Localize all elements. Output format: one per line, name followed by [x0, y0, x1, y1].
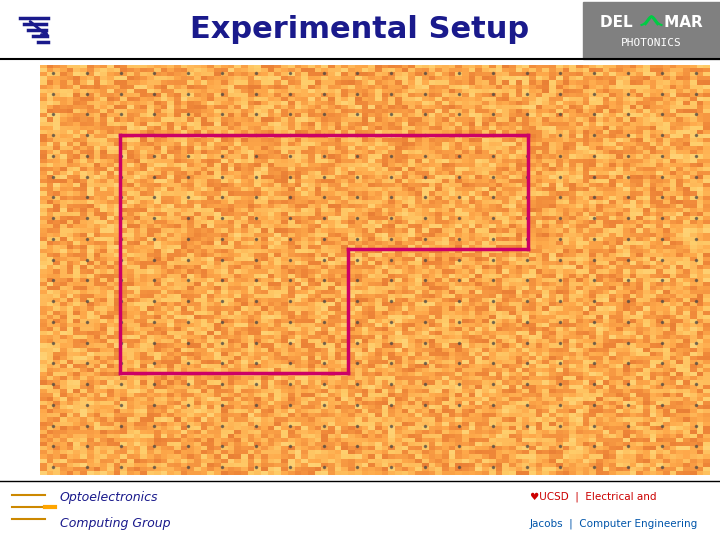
- Text: Experimental Setup: Experimental Setup: [190, 15, 530, 44]
- Text: PHOTONICS: PHOTONICS: [621, 38, 682, 48]
- Text: Computing Group: Computing Group: [60, 517, 171, 530]
- Text: Optoelectronics: Optoelectronics: [60, 491, 158, 504]
- Bar: [583, 2, 720, 59]
- Text: DEL      MAR: DEL MAR: [600, 15, 703, 30]
- Bar: [0, 481, 720, 540]
- Text: ♥UCSD  |  Electrical and: ♥UCSD | Electrical and: [530, 492, 657, 503]
- Bar: [0, 0, 720, 59]
- Text: Jacobs  |  Computer Engineering: Jacobs | Computer Engineering: [530, 518, 698, 529]
